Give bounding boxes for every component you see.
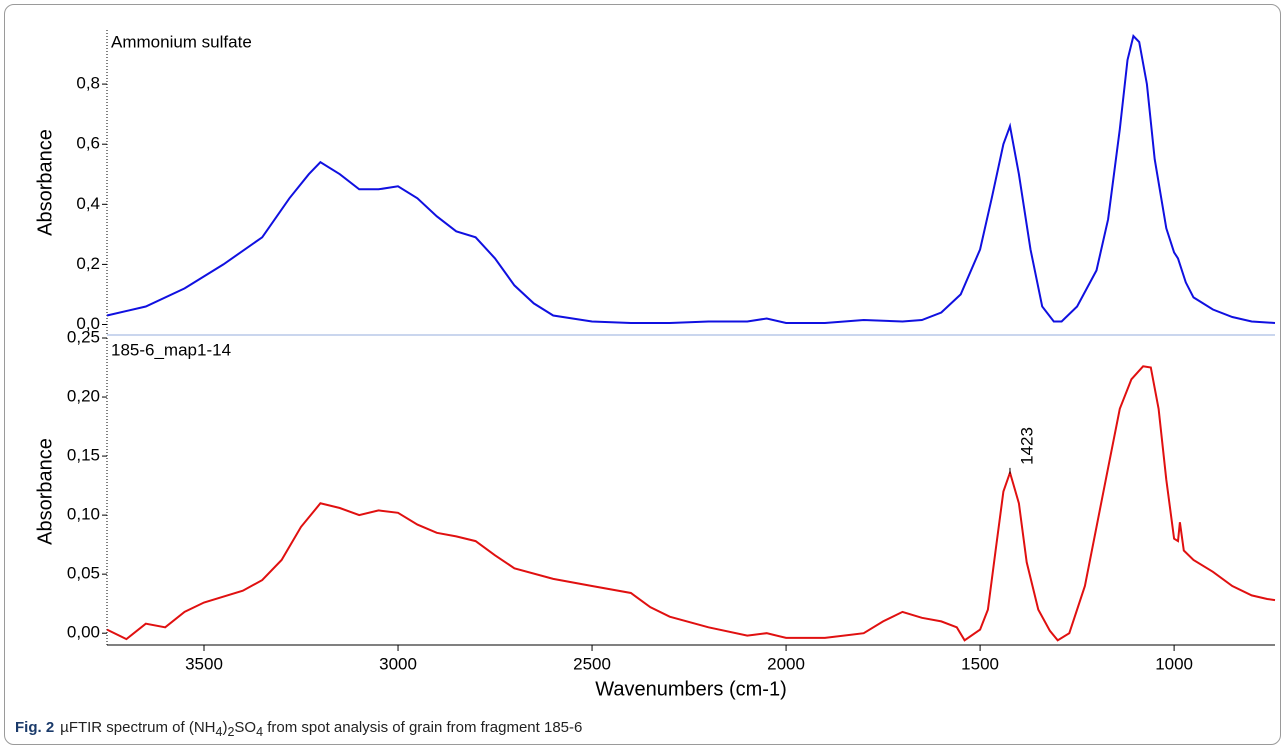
y-axis-label: Absorbance (34, 129, 56, 236)
y-tick-label: 0,4 (76, 194, 100, 213)
y-axis-label: Absorbance (34, 438, 56, 545)
frame (4, 4, 1281, 745)
caption-text: µFTIR spectrum of (NH (60, 719, 216, 736)
x-tick-label: 3500 (185, 654, 223, 673)
caption-sub: 4 (215, 725, 223, 739)
panel-label: 185-6_map1-14 (111, 340, 231, 359)
caption-text: ) (222, 719, 228, 736)
caption: Fig. 2 µFTIR spectrum of (NH4)2SO4 from s… (15, 719, 582, 739)
y-tick-label: 0,05 (67, 564, 100, 583)
y-tick-label: 0,15 (67, 446, 100, 465)
y-tick-label: 0,00 (67, 623, 100, 642)
caption-label: Fig. 2 (15, 719, 55, 736)
caption-text: from spot analysis of grain from fragmen… (263, 719, 583, 736)
caption-sub: 4 (256, 725, 264, 739)
spectrum-line (106, 34, 1276, 324)
y-tick-label: 0,0 (76, 314, 100, 333)
caption-sub: 2 (227, 725, 235, 739)
caption-text: SO (234, 719, 257, 736)
y-tick-label: 0,8 (76, 74, 100, 93)
x-tick-label: 2500 (573, 654, 611, 673)
x-tick-label: 3000 (379, 654, 417, 673)
x-tick-label: 1500 (961, 654, 999, 673)
x-axis-label: Wavenumbers (cm-1) (595, 678, 787, 700)
x-tick-label: 2000 (767, 654, 805, 673)
panel-label: Ammonium sulfate (111, 32, 252, 51)
y-tick-label: 0,25 (67, 327, 100, 346)
spectrum-line (106, 365, 1276, 642)
y-tick-label: 0,20 (67, 387, 100, 406)
y-tick-label: 0,2 (76, 254, 100, 273)
y-tick-label: 0,6 (76, 134, 100, 153)
annotation: 1423 (1017, 427, 1036, 465)
y-tick-label: 0,10 (67, 505, 100, 524)
x-tick-label: 1000 (1155, 654, 1193, 673)
